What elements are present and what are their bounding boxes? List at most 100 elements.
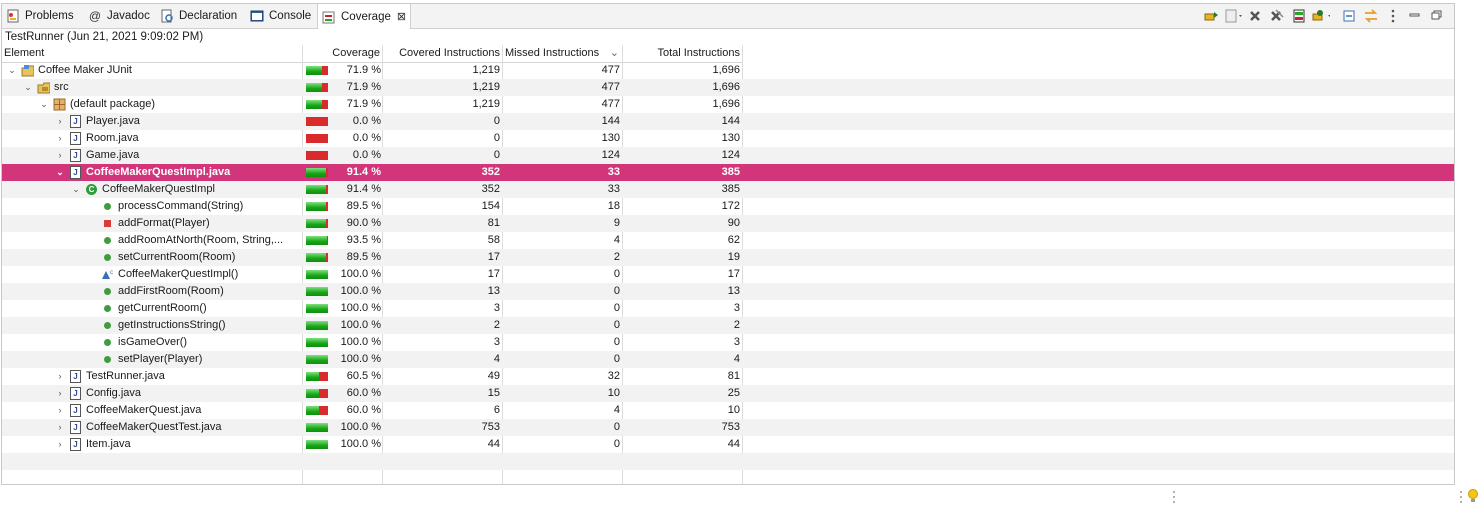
element-cell: ⌄ src — [2, 79, 302, 96]
element-cell: getInstructionsString() — [2, 317, 302, 334]
tab-coverage[interactable]: Coverage ⊠ — [317, 4, 412, 29]
element-cell: addFirstRoom(Room) — [2, 283, 302, 300]
merge-sessions-icon[interactable] — [1290, 7, 1308, 25]
view-menu-icon[interactable] — [1384, 7, 1402, 25]
tree-row[interactable]: ⌄ J CoffeeMakerQuestImpl.java 91.4 % 352 33 38… — [2, 164, 1454, 181]
coverage-percent: 71.9 % — [346, 64, 381, 76]
link-with-selection-icon[interactable] — [1362, 7, 1380, 25]
covered-instructions: 753 — [481, 421, 500, 433]
coverage-cell: 100.0 % — [303, 300, 383, 317]
dump-icon[interactable] — [1224, 7, 1242, 25]
tab-problems[interactable]: Problems — [6, 4, 74, 28]
tree-row[interactable]: › J Item.java 100.0 % 44 0 44 — [2, 436, 1454, 453]
tree-row[interactable]: ⌄ Coffee Maker JUnit 71.9 % 1,219 477 1,696 — [2, 62, 1454, 79]
element-name: isGameOver() — [118, 336, 188, 348]
column-header-missed[interactable]: Missed Instructions ⌄ — [503, 45, 623, 62]
relaunch-icon[interactable] — [1202, 7, 1220, 25]
column-header-covered[interactable]: Covered Instructions — [383, 45, 503, 62]
tree-row[interactable]: addFormat(Player) 90.0 % 81 9 90 — [2, 215, 1454, 232]
status-menu-icon[interactable] — [1171, 489, 1177, 508]
tree-row[interactable]: isGameOver() 100.0 % 3 0 3 — [2, 334, 1454, 351]
tree-row[interactable]: processCommand(String) 89.5 % 154 18 172 — [2, 198, 1454, 215]
total-instructions: 4 — [733, 353, 740, 365]
chevron-right-icon[interactable]: › — [58, 388, 62, 398]
remove-session-icon[interactable] — [1246, 7, 1264, 25]
minimize-icon[interactable] — [1406, 7, 1424, 25]
missed-instructions: 9 — [613, 217, 620, 229]
coverage-cell: 0.0 % — [303, 130, 383, 147]
source-folder-icon — [37, 81, 50, 94]
close-tab-icon[interactable]: ⊠ — [396, 11, 407, 23]
total-instructions: 385 — [721, 166, 740, 178]
collapse-all-icon[interactable] — [1340, 7, 1358, 25]
tree-row[interactable]: getCurrentRoom() 100.0 % 3 0 3 — [2, 300, 1454, 317]
coverage-percent: 89.5 % — [346, 251, 381, 263]
column-header-coverage[interactable]: Coverage — [303, 45, 383, 62]
element-name: Game.java — [86, 149, 140, 161]
element-name: Coffee Maker JUnit — [38, 64, 132, 76]
tree-row[interactable]: › J TestRunner.java 60.5 % 49 32 81 — [2, 368, 1454, 385]
chevron-down-icon[interactable]: ⌄ — [8, 65, 16, 75]
tab-console[interactable]: Console — [250, 4, 311, 28]
tree-row[interactable]: › J Config.java 60.0 % 15 10 25 — [2, 385, 1454, 402]
tree-row[interactable]: ⌄ src 71.9 % 1,219 477 1,696 — [2, 79, 1454, 96]
project-icon — [21, 64, 34, 77]
select-session-icon[interactable] — [1312, 7, 1330, 25]
element-name: (default package) — [70, 98, 155, 110]
coverage-cell: 93.5 % — [303, 232, 383, 249]
chevron-right-icon[interactable]: › — [58, 150, 62, 160]
column-header-element[interactable]: Element — [2, 45, 303, 62]
java-file-icon: J — [69, 115, 82, 128]
tree-row[interactable]: › J Room.java 0.0 % 0 130 130 — [2, 130, 1454, 147]
tree-row[interactable]: › J Player.java 0.0 % 0 144 144 — [2, 113, 1454, 130]
maximize-icon[interactable] — [1428, 7, 1446, 25]
chevron-right-icon[interactable]: › — [58, 439, 62, 449]
status-menu-icon[interactable] — [1458, 489, 1464, 508]
tab-declaration[interactable]: Declaration — [160, 4, 237, 28]
tree-row[interactable]: addRoomAtNorth(Room, String,... 93.5 % 58 4… — [2, 232, 1454, 249]
chevron-right-icon[interactable]: › — [58, 116, 62, 126]
covered-instructions: 0 — [493, 149, 500, 161]
coverage-percent: 71.9 % — [346, 81, 381, 93]
chevron-right-icon[interactable]: › — [58, 405, 62, 415]
java-file-icon: J — [69, 132, 82, 145]
chevron-right-icon[interactable]: › — [58, 371, 62, 381]
tree-row[interactable]: c CoffeeMakerQuestImpl() 100.0 % 17 0 17 — [2, 266, 1454, 283]
chevron-down-icon[interactable]: ⌄ — [24, 82, 32, 92]
coverage-icon — [322, 10, 336, 24]
coverage-percent: 0.0 % — [352, 149, 381, 161]
coverage-cell: 100.0 % — [303, 334, 383, 351]
covered-instructions: 352 — [481, 183, 500, 195]
tree-row[interactable]: getInstructionsString() 100.0 % 2 0 2 — [2, 317, 1454, 334]
chevron-down-icon[interactable]: ⌄ — [40, 99, 48, 109]
tree-row[interactable]: ⌄ (default package) 71.9 % 1,219 477 1,696 — [2, 96, 1454, 113]
java-file-icon: J — [69, 387, 82, 400]
covered-instructions: 17 — [487, 268, 500, 280]
tree-row[interactable]: addFirstRoom(Room) 100.0 % 13 0 13 — [2, 283, 1454, 300]
coverage-cell: 100.0 % — [303, 419, 383, 436]
tree-row[interactable]: › J Game.java 0.0 % 0 124 124 — [2, 147, 1454, 164]
package-icon — [53, 98, 66, 111]
element-cell: › J CoffeeMakerQuest.java — [2, 402, 302, 419]
tree-row[interactable]: › J CoffeeMakerQuest.java 60.0 % 6 4 10 — [2, 402, 1454, 419]
tree-row[interactable]: setCurrentRoom(Room) 89.5 % 17 2 19 — [2, 249, 1454, 266]
chevron-down-icon[interactable]: ⌄ — [72, 184, 80, 194]
total-instructions: 62 — [727, 234, 740, 246]
lightbulb-icon[interactable] — [1467, 488, 1479, 507]
tree-row[interactable]: › J CoffeeMakerQuestTest.java 100.0 % 753 0 75… — [2, 419, 1454, 436]
tab-console-label: Console — [269, 10, 312, 22]
element-cell: › J Player.java — [2, 113, 302, 130]
column-header-total[interactable]: Total Instructions — [623, 45, 743, 62]
element-cell: › J Game.java — [2, 147, 302, 164]
tab-javadoc[interactable]: @ Javadoc — [88, 4, 150, 28]
tree-row[interactable]: ⌄ C CoffeeMakerQuestImpl 91.4 % 352 33 385 — [2, 181, 1454, 198]
tree-row[interactable]: setPlayer(Player) 100.0 % 4 0 4 — [2, 351, 1454, 368]
chevron-right-icon[interactable]: › — [58, 422, 62, 432]
element-name: CoffeeMakerQuestImpl — [102, 183, 215, 195]
chevron-right-icon[interactable]: › — [58, 133, 62, 143]
coverage-bar — [306, 355, 328, 364]
chevron-down-icon[interactable]: ⌄ — [56, 167, 64, 177]
missed-instructions: 477 — [601, 98, 620, 110]
remove-all-sessions-icon[interactable] — [1268, 7, 1286, 25]
problems-icon — [6, 9, 20, 23]
